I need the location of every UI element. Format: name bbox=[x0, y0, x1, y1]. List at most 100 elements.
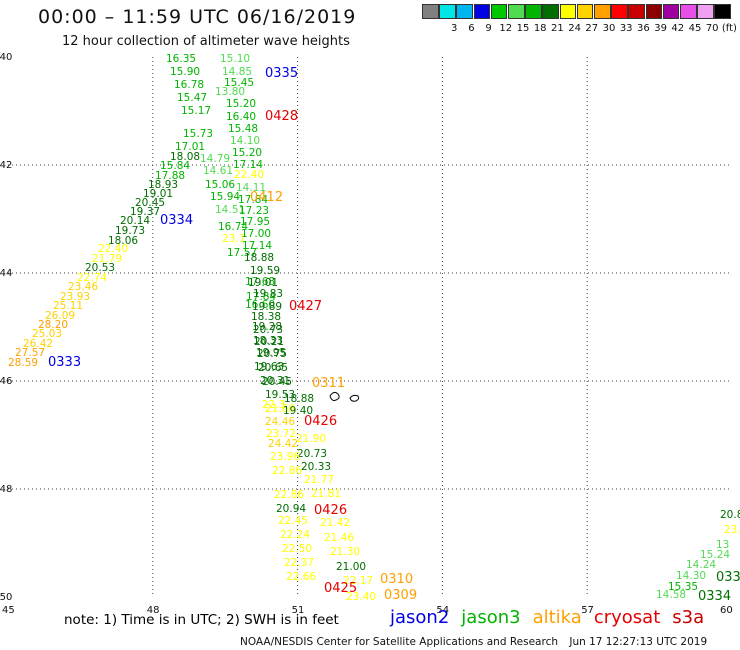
observation-label: 14.85 bbox=[222, 66, 252, 78]
observation-label: 19.73 bbox=[115, 225, 145, 237]
observation-label: 21.30 bbox=[330, 546, 360, 558]
observation-label: 16.74 bbox=[218, 221, 248, 233]
observation-label: 25.03 bbox=[32, 328, 62, 340]
observation-label: 22.86 bbox=[274, 489, 304, 501]
satellite-name: altika bbox=[532, 607, 582, 628]
observation-label: 23.93 bbox=[60, 291, 90, 303]
legend-label: 33 bbox=[619, 23, 633, 34]
observation-label: 15.94 bbox=[210, 191, 240, 203]
pass-label: 0334 bbox=[698, 589, 731, 604]
pass-label: 0334 bbox=[160, 213, 193, 228]
observation-label: 18.93 bbox=[148, 179, 178, 191]
pass-label: 0334 bbox=[716, 570, 740, 585]
legend-label: 45 bbox=[688, 23, 702, 34]
observation-label: 19.01 bbox=[143, 188, 173, 200]
legend-swatch bbox=[697, 4, 714, 19]
legend-swatch bbox=[662, 4, 680, 19]
observation-label: 26.42 bbox=[23, 338, 53, 350]
observation-label: 25.11 bbox=[53, 300, 83, 312]
map-grid bbox=[8, 57, 732, 597]
satellite-name: cryosat bbox=[593, 607, 661, 628]
observation-label: 21.42 bbox=[320, 517, 350, 529]
observation-label: 22.86 bbox=[272, 465, 302, 477]
observation-label: 15.17 bbox=[181, 105, 211, 117]
observation-label: 26.09 bbox=[45, 310, 75, 322]
observation-label: 21.90 bbox=[296, 433, 326, 445]
observation-label: 19.53 bbox=[265, 389, 295, 401]
observation-label: 22.3 bbox=[262, 399, 285, 411]
observation-label: 20.21 bbox=[254, 336, 284, 348]
legend-swatch bbox=[594, 4, 611, 19]
island-outline bbox=[349, 394, 360, 402]
observation-label: 18.88 bbox=[244, 252, 274, 264]
observation-label: 14.79 bbox=[200, 153, 230, 165]
observation-label: 14.58 bbox=[656, 589, 686, 601]
legend-swatch bbox=[422, 4, 439, 19]
observation-label: 22.17 bbox=[343, 575, 373, 587]
observation-label: 18.08 bbox=[170, 151, 200, 163]
y-tick-label: -42 bbox=[0, 160, 12, 171]
observation-label: 21.81 bbox=[311, 488, 341, 500]
legend-label: 30 bbox=[602, 23, 616, 34]
y-tick-label: -44 bbox=[0, 268, 12, 279]
legend-swatch bbox=[611, 4, 628, 19]
map-subtitle: 12 hour collection of altimeter wave hei… bbox=[62, 34, 350, 49]
legend-swatch bbox=[456, 4, 473, 19]
observation-label: 15.06 bbox=[205, 179, 235, 191]
legend-swatch bbox=[542, 4, 559, 19]
observation-label: 17.23 bbox=[239, 205, 269, 217]
observation-label: 16.60 bbox=[245, 299, 275, 311]
legend-swatch bbox=[525, 4, 542, 19]
x-tick-label: 60 bbox=[720, 605, 733, 616]
observation-label: 21.46 bbox=[324, 532, 354, 544]
observation-label: 22.37 bbox=[284, 557, 314, 569]
legend-label: 24 bbox=[568, 23, 581, 34]
legend-swatch bbox=[576, 4, 594, 19]
observation-label: 23.96 bbox=[270, 451, 300, 463]
observation-label: 22.40 bbox=[98, 243, 128, 255]
observation-label: 19.40 bbox=[283, 405, 313, 417]
observation-label: 15.90 bbox=[170, 66, 200, 78]
observation-label: 17.01 bbox=[175, 141, 205, 153]
observation-label: 17.14 bbox=[242, 240, 272, 252]
observation-label: 20.73 bbox=[297, 448, 327, 460]
observation-label: 20.53 bbox=[85, 262, 115, 274]
observation-label: 22.50 bbox=[282, 543, 312, 555]
observation-label: 17.84 bbox=[238, 194, 268, 206]
legend-swatch bbox=[645, 4, 663, 19]
observation-label: 20.84 bbox=[720, 509, 740, 521]
observation-label: 22.45 bbox=[278, 515, 308, 527]
observation-label: 14.30 bbox=[676, 570, 706, 582]
observation-label: 13 bbox=[716, 539, 729, 551]
observation-label: 19.63 bbox=[254, 361, 284, 373]
observation-label: 15.48 bbox=[228, 123, 258, 135]
legend-label: 27 bbox=[585, 23, 599, 34]
observation-label: 20.73 bbox=[253, 324, 283, 336]
observation-label: 15.84 bbox=[160, 160, 190, 172]
observation-label: 20.65 bbox=[258, 362, 288, 374]
pass-label: 0335 bbox=[265, 66, 298, 81]
observation-label: 20.45 bbox=[135, 197, 165, 209]
observation-label: 21.77 bbox=[304, 474, 334, 486]
legend-swatch bbox=[628, 4, 645, 19]
observation-label: 23.01 bbox=[724, 524, 740, 536]
pass-label: 0428 bbox=[265, 109, 298, 124]
observation-label: 22.74 bbox=[77, 272, 107, 284]
observation-label: 16.78 bbox=[174, 79, 204, 91]
observation-label: 23.72 bbox=[266, 428, 296, 440]
observation-label: 20.45 bbox=[262, 376, 292, 388]
legend-swatch bbox=[439, 4, 456, 19]
pass-labels-layer: 0335 0428 0412 0334 0427 0333 0311 0426 0426 0310… bbox=[48, 66, 740, 604]
legend-swatch bbox=[680, 4, 697, 19]
pass-label: 0311 bbox=[312, 376, 345, 391]
observation-label: 27.57 bbox=[15, 347, 45, 359]
pass-label: 0426 bbox=[304, 414, 337, 429]
observation-label: 15.10 bbox=[220, 53, 250, 65]
observation-label: 22.40 bbox=[234, 169, 264, 181]
legend-swatch bbox=[490, 4, 508, 19]
observation-label: 17.57 bbox=[227, 247, 257, 259]
satellite-name: s3a bbox=[672, 607, 705, 628]
legend-label: 39 bbox=[654, 23, 667, 34]
observation-label: 18.38 bbox=[251, 311, 281, 323]
legend-label: 6 bbox=[468, 23, 475, 34]
